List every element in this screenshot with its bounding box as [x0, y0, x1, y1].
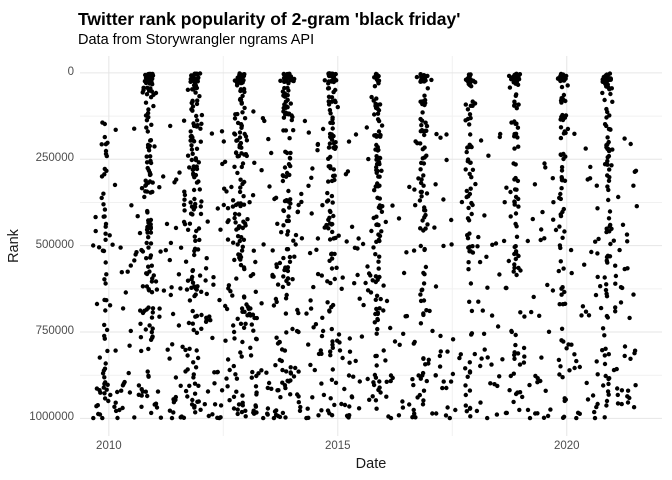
x-tick-label: 2020: [553, 440, 580, 452]
x-tick-label: 2015: [325, 440, 351, 452]
x-tick-label: 2010: [96, 440, 122, 452]
scatter-svg: [80, 56, 662, 436]
chart-subtitle: Data from Storywrangler ngrams API: [78, 32, 315, 48]
y-tick-label: 250000: [35, 152, 74, 165]
scatter-points: [91, 71, 639, 421]
y-axis-title: Rank: [6, 229, 22, 263]
plot-panel: [80, 56, 662, 436]
y-tick-label: 500000: [35, 238, 74, 251]
x-axis-title: Date: [355, 456, 387, 472]
y-tick-label: 0: [67, 65, 74, 78]
gridlines-major: [80, 56, 662, 436]
y-tick-label: 1000000: [29, 411, 74, 424]
gridlines-minor: [80, 56, 662, 436]
y-tick-label: 750000: [35, 325, 74, 338]
chart-title: Twitter rank popularity of 2-gram 'black…: [78, 9, 461, 29]
